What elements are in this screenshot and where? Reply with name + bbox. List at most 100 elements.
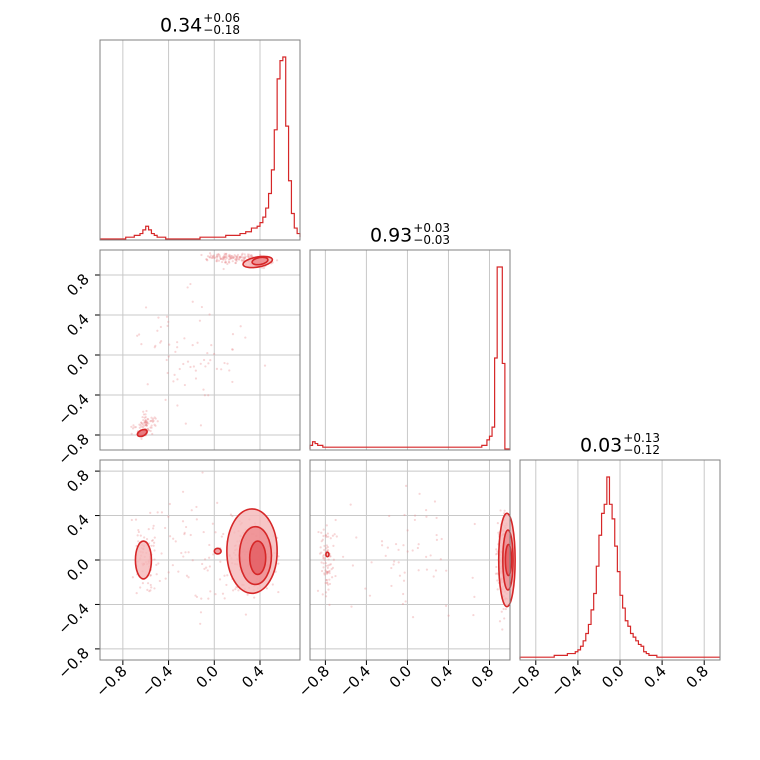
- sample-point: [326, 572, 329, 575]
- sample-point: [192, 365, 196, 368]
- panel-frame: [519, 459, 721, 661]
- sample-point: [153, 346, 156, 349]
- sample-point: [206, 255, 210, 258]
- sample-point: [184, 525, 188, 529]
- sample-point: [168, 343, 171, 346]
- sample-point: [202, 530, 205, 534]
- contour-level: [213, 547, 222, 555]
- sample-point: [241, 256, 244, 259]
- sample-point: [195, 505, 198, 509]
- sample-point: [173, 373, 176, 376]
- sample-point: [216, 501, 219, 504]
- sample-point: [325, 572, 328, 575]
- sample-point: [500, 610, 503, 613]
- sample-point: [147, 429, 150, 432]
- sample-point: [235, 260, 238, 263]
- sample-point: [320, 561, 323, 564]
- sample-point: [145, 538, 149, 541]
- sample-point: [213, 352, 216, 356]
- sample-point: [140, 425, 143, 428]
- sample-point: [398, 574, 402, 577]
- sample-point: [149, 429, 152, 433]
- sample-point: [495, 548, 498, 551]
- sample-point: [219, 257, 223, 261]
- sample-point: [174, 540, 177, 543]
- sample-point: [243, 258, 246, 261]
- sample-point: [246, 593, 249, 596]
- sample-point: [214, 593, 217, 596]
- sample-point: [384, 554, 387, 558]
- sample-point: [322, 562, 325, 565]
- y-tick-label: 0.0: [63, 555, 93, 585]
- sample-point: [159, 325, 162, 329]
- sample-point: [181, 520, 185, 523]
- contour-level: [134, 540, 153, 580]
- sample-point: [199, 362, 202, 365]
- sample-point: [158, 579, 161, 583]
- sample-point: [322, 528, 325, 531]
- sample-point: [247, 256, 250, 259]
- sample-point: [207, 362, 210, 365]
- sample-point: [322, 534, 325, 538]
- sample-point: [144, 421, 147, 424]
- sample-point: [201, 471, 204, 474]
- sample-point: [132, 424, 135, 427]
- sample-point: [244, 613, 248, 616]
- sample-point: [326, 549, 330, 552]
- sample-point: [386, 546, 389, 549]
- sample-point: [331, 576, 334, 579]
- sample-point: [435, 533, 438, 537]
- sample-point: [143, 416, 146, 419]
- sample-point: [187, 576, 190, 579]
- sample-point: [168, 535, 172, 538]
- contour-level: [248, 540, 267, 576]
- sample-point: [130, 425, 133, 428]
- sample-point: [244, 336, 247, 339]
- sample-point: [327, 570, 331, 573]
- sample-point: [156, 420, 159, 423]
- sample-point: [326, 581, 329, 584]
- sample-point: [473, 522, 476, 526]
- sample-point: [425, 568, 429, 571]
- sample-point: [149, 574, 152, 577]
- sample-point: [323, 548, 326, 552]
- sample-point: [160, 511, 164, 514]
- sample-point: [433, 500, 437, 503]
- sample-point: [323, 556, 326, 560]
- sample-point: [222, 255, 226, 258]
- x-tick-label: 0.4: [640, 662, 670, 692]
- sample-point: [153, 541, 156, 544]
- sample-point: [325, 578, 328, 582]
- sample-point: [155, 573, 158, 576]
- sample-point: [144, 419, 147, 422]
- sample-point: [241, 252, 244, 255]
- sample-point: [235, 258, 238, 261]
- sample-point: [242, 257, 245, 260]
- sample-point: [147, 428, 150, 432]
- sample-point: [210, 256, 213, 260]
- sample-point: [225, 252, 228, 256]
- sample-point: [231, 348, 234, 351]
- sample-point: [496, 572, 499, 575]
- sample-point: [393, 560, 396, 563]
- sample-point: [152, 419, 155, 422]
- sample-point: [140, 421, 143, 424]
- sample-point: [238, 255, 241, 259]
- sample-point: [164, 398, 167, 401]
- sample-point: [230, 254, 233, 258]
- sample-point: [150, 544, 153, 547]
- sample-point: [149, 589, 152, 592]
- x-tick-label: −0.4: [547, 662, 585, 700]
- sample-point: [215, 255, 218, 258]
- sample-point: [145, 421, 148, 424]
- sample-point: [330, 568, 333, 571]
- sample-point: [327, 558, 330, 561]
- sample-point: [243, 253, 246, 256]
- sample-point: [435, 516, 438, 520]
- sample-point: [140, 343, 143, 346]
- sample-point: [364, 587, 367, 590]
- sample-point: [229, 256, 232, 260]
- sample-point: [275, 259, 279, 262]
- sample-point: [138, 426, 141, 429]
- sample-point: [224, 256, 227, 259]
